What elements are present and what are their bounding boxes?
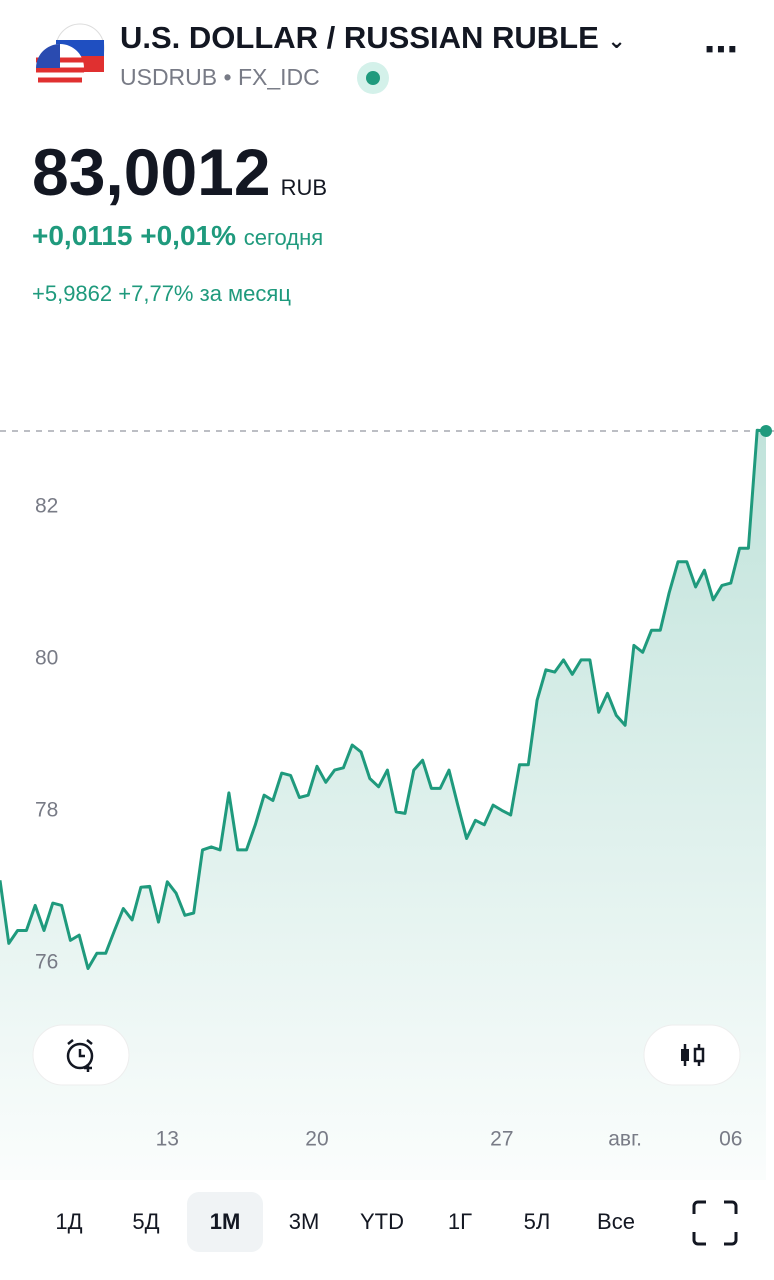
period-button[interactable]: 5Д [132, 1209, 160, 1234]
y-tick-label: 82 [35, 495, 58, 518]
x-tick-label: авг. [608, 1128, 642, 1151]
alert-button[interactable] [32, 1024, 130, 1086]
dropdown-caret: ⌄ [607, 28, 626, 53]
period-button[interactable]: Все [597, 1209, 635, 1234]
plot: 76 78 80 82 13 20 27 авг. 06 [0, 425, 774, 1180]
title[interactable]: U.S. DOLLAR / RUSSIAN RUBLE ⌄ [120, 20, 626, 56]
chart-type-button[interactable] [643, 1024, 741, 1086]
x-tick-label: 06 [719, 1128, 742, 1151]
y-tick-label: 80 [35, 647, 58, 670]
y-tick-label: 78 [35, 799, 58, 822]
period-button[interactable]: 1М [187, 1192, 263, 1252]
subtitle: USDRUB • FX_IDC [120, 64, 320, 91]
label: за месяц [199, 281, 291, 306]
x-tick-label: 13 [156, 1128, 179, 1151]
price-value: 83,0012 [32, 135, 271, 209]
period-button[interactable]: YTD [360, 1209, 404, 1234]
title-text: U.S. DOLLAR / RUSSIAN RUBLE [120, 20, 599, 55]
x-tick-label: 27 [490, 1128, 513, 1151]
percent: +7,77% [118, 281, 194, 306]
percent: +0,01% [140, 220, 236, 251]
status-dot [357, 62, 389, 94]
flag-icon [36, 23, 105, 92]
line [0, 428, 767, 970]
area [0, 430, 766, 1180]
month-change: +5,9862 +7,77% за месяц [32, 281, 291, 307]
change: +0,0115 [32, 220, 133, 251]
y-tick-label: 76 [35, 951, 58, 974]
currency: RUB [280, 175, 328, 200]
today-change: +0,0115 +0,01% сегодня [32, 220, 323, 252]
period-button[interactable]: 1Д [55, 1209, 83, 1234]
more-button[interactable]: ⋯ [704, 31, 740, 69]
period-button[interactable]: 5Л [523, 1209, 551, 1234]
price: 83,0012 RUB [32, 134, 327, 210]
change: +5,9862 [32, 281, 113, 306]
last-point [760, 425, 772, 438]
ticker: USDRUB [120, 64, 218, 90]
exchange: FX_IDC [237, 64, 320, 90]
x-tick-label: 20 [305, 1128, 328, 1151]
period-button[interactable]: 1Г [447, 1209, 473, 1234]
fullscreen-button[interactable] [690, 1198, 740, 1248]
label: сегодня [243, 225, 324, 250]
period-button[interactable]: 3М [288, 1209, 320, 1234]
separator: • [223, 64, 232, 90]
